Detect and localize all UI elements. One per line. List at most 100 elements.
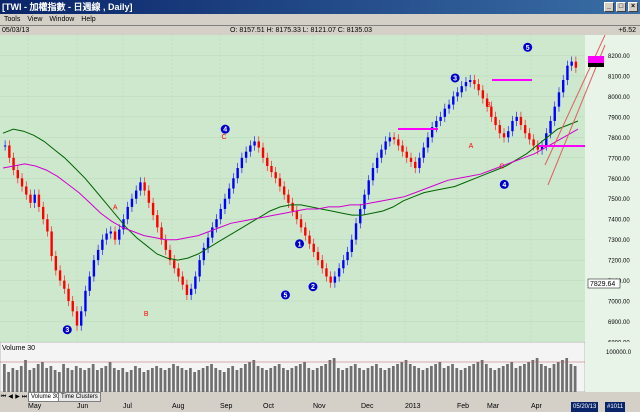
volume-bar bbox=[273, 366, 277, 392]
volume-bar bbox=[210, 364, 213, 392]
volume-bar bbox=[345, 368, 349, 392]
menu-view[interactable]: View bbox=[27, 16, 43, 23]
tab-last-arrow[interactable]: ⏭ bbox=[21, 394, 28, 400]
wave-label-circle bbox=[499, 179, 509, 189]
candle-body bbox=[557, 92, 561, 107]
volume-bar bbox=[349, 366, 353, 392]
candle-body bbox=[147, 190, 151, 203]
volume-bar bbox=[544, 366, 547, 392]
volume-bar bbox=[434, 364, 437, 392]
volume-bar bbox=[459, 370, 463, 392]
volume-bar bbox=[96, 370, 99, 392]
candle-body bbox=[359, 208, 362, 224]
candle-body bbox=[418, 157, 421, 169]
volume-bar bbox=[311, 370, 315, 392]
window-title: [TWI - 加權指數 - 日週線 , Daily] bbox=[2, 2, 133, 12]
tab-time-clusters[interactable]: Time Clusters bbox=[58, 392, 101, 402]
tab-prev-arrow[interactable]: ◀ bbox=[8, 394, 13, 400]
candle-body bbox=[291, 202, 294, 212]
volume-bar bbox=[66, 368, 70, 392]
volume-bar bbox=[438, 362, 442, 392]
volume-bar bbox=[552, 364, 556, 392]
y-tick-label: 8100.00 bbox=[608, 74, 630, 80]
price-marker-black bbox=[588, 63, 604, 67]
menu-tools[interactable]: Tools bbox=[4, 16, 21, 23]
volume-bar bbox=[256, 366, 260, 392]
volume-bar bbox=[62, 364, 65, 392]
y-tick-label: 7500.00 bbox=[608, 197, 630, 203]
minimize-button[interactable]: _ bbox=[604, 2, 614, 12]
maximize-button[interactable]: □ bbox=[616, 2, 626, 12]
volume-bar bbox=[180, 368, 184, 392]
candle-body bbox=[549, 120, 552, 134]
tab-next-arrow[interactable]: ▶ bbox=[15, 394, 20, 400]
candle-body bbox=[206, 237, 210, 248]
candle-body bbox=[54, 256, 58, 271]
volume-bar bbox=[57, 372, 61, 392]
y-tick-label: 7600.00 bbox=[608, 177, 630, 183]
candle-body bbox=[12, 157, 15, 171]
volume-bar bbox=[383, 370, 387, 392]
volume-axis bbox=[585, 342, 640, 392]
close-button[interactable]: × bbox=[628, 2, 638, 12]
volume-bar bbox=[286, 370, 289, 392]
volume-bar bbox=[332, 358, 336, 392]
candle-body bbox=[101, 239, 104, 250]
candle-body bbox=[485, 98, 489, 107]
price-chart[interactable]: 6800.006900.007000.007100.007200.007300.… bbox=[0, 35, 640, 342]
y-tick-label: 7300.00 bbox=[608, 238, 630, 244]
candle-body bbox=[511, 120, 514, 132]
candle-body bbox=[113, 231, 117, 240]
volume-bar bbox=[320, 366, 323, 392]
menu-help[interactable]: Help bbox=[81, 16, 96, 23]
volume-bar bbox=[24, 360, 27, 392]
volume-bar bbox=[28, 370, 32, 392]
volume-bar bbox=[518, 366, 522, 392]
menu-window[interactable]: Window bbox=[49, 16, 75, 23]
candle-body bbox=[41, 206, 45, 220]
candle-body bbox=[354, 223, 358, 240]
volume-bar bbox=[341, 370, 344, 392]
wave-label-circle bbox=[220, 124, 230, 134]
candle-body bbox=[219, 208, 222, 220]
tab-first-arrow[interactable]: ⏮ bbox=[0, 394, 7, 400]
volume-bar bbox=[19, 366, 23, 392]
volume-bar bbox=[163, 370, 167, 392]
month-label: Jul bbox=[123, 403, 132, 410]
volume-bar bbox=[87, 368, 91, 392]
volume-bar bbox=[430, 366, 433, 392]
candle-body bbox=[447, 104, 451, 109]
volume-bar bbox=[417, 368, 421, 392]
candle-body bbox=[253, 141, 256, 146]
candle-body bbox=[321, 260, 324, 269]
y-tick-label: 7800.00 bbox=[608, 136, 630, 142]
volume-bar bbox=[129, 370, 133, 392]
price-marker-magenta bbox=[588, 56, 604, 63]
volume-bar bbox=[7, 372, 10, 392]
menu-bar: Tools View Window Help bbox=[0, 14, 640, 25]
candle-body bbox=[304, 227, 307, 236]
candle-body bbox=[502, 133, 506, 138]
wave-label: A bbox=[469, 143, 474, 150]
volume-bar bbox=[222, 372, 226, 392]
candle-body bbox=[88, 276, 91, 291]
volume-bar bbox=[91, 364, 95, 392]
volume-bar bbox=[125, 372, 129, 392]
candle-body bbox=[490, 106, 493, 117]
wave-label: 3 bbox=[65, 327, 69, 334]
volume-bar bbox=[569, 364, 573, 392]
volume-bar bbox=[74, 366, 78, 392]
last-price-box bbox=[587, 278, 621, 289]
candle-body bbox=[257, 141, 260, 148]
candle-body bbox=[325, 268, 328, 277]
volume-bar bbox=[506, 364, 509, 392]
candle-body bbox=[168, 249, 172, 261]
volume-bar bbox=[391, 366, 395, 392]
candle-body bbox=[443, 108, 447, 117]
candle-body bbox=[173, 260, 176, 269]
volume-pane[interactable]: Volume 30 100000.0 bbox=[0, 342, 640, 392]
volume-bar bbox=[315, 368, 319, 392]
candle-body bbox=[515, 116, 518, 121]
candle-body bbox=[126, 206, 129, 220]
candle-body bbox=[468, 80, 472, 83]
